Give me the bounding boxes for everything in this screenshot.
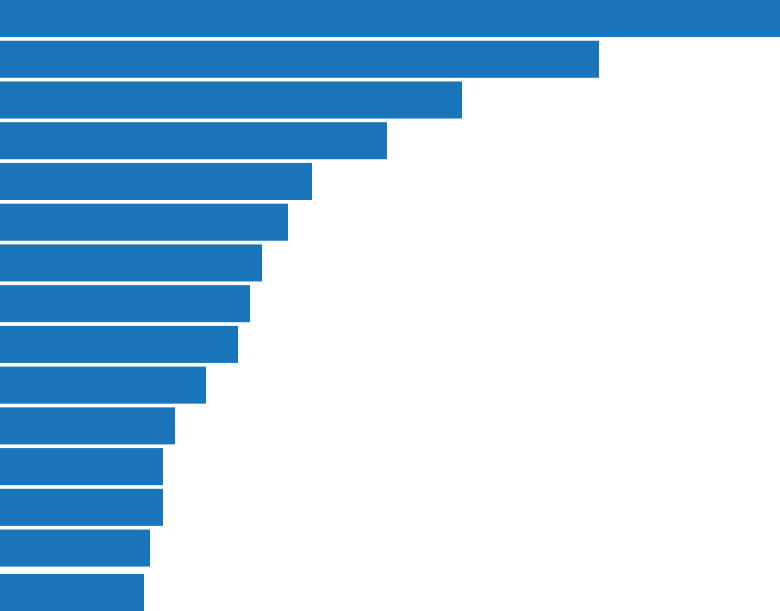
bar bbox=[0, 529, 150, 567]
bar bbox=[0, 488, 163, 526]
bar bbox=[0, 40, 599, 78]
bar bbox=[0, 285, 250, 323]
bar bbox=[0, 407, 175, 445]
bar bbox=[0, 162, 312, 201]
bar bbox=[0, 366, 206, 404]
bar bbox=[0, 448, 163, 486]
bar bbox=[0, 81, 462, 119]
bar bbox=[0, 203, 288, 241]
bar bbox=[0, 122, 387, 160]
bar bbox=[0, 244, 262, 282]
bar bbox=[0, 0, 780, 38]
bar bbox=[0, 573, 144, 611]
bar bbox=[0, 325, 238, 363]
